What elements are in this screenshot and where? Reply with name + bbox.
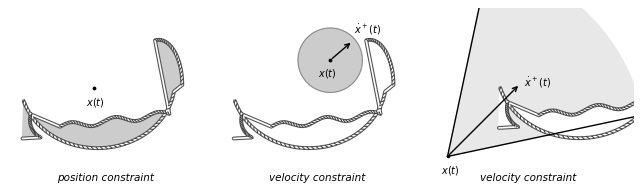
Text: velocity constraint: velocity constraint bbox=[480, 173, 576, 183]
Text: $x(t)$: $x(t)$ bbox=[440, 164, 459, 177]
Text: $\dot{x}^+(t)$: $\dot{x}^+(t)$ bbox=[354, 23, 381, 37]
Text: $x(t)$: $x(t)$ bbox=[317, 67, 336, 80]
Polygon shape bbox=[22, 40, 182, 148]
Polygon shape bbox=[234, 40, 394, 148]
Polygon shape bbox=[499, 23, 640, 138]
Text: velocity constraint: velocity constraint bbox=[269, 173, 365, 183]
Text: $\dot{x}^+(t)$: $\dot{x}^+(t)$ bbox=[524, 76, 551, 90]
Text: position constraint: position constraint bbox=[57, 173, 154, 183]
Polygon shape bbox=[298, 28, 362, 92]
Polygon shape bbox=[447, 0, 640, 156]
Text: $x(t)$: $x(t)$ bbox=[86, 96, 104, 109]
